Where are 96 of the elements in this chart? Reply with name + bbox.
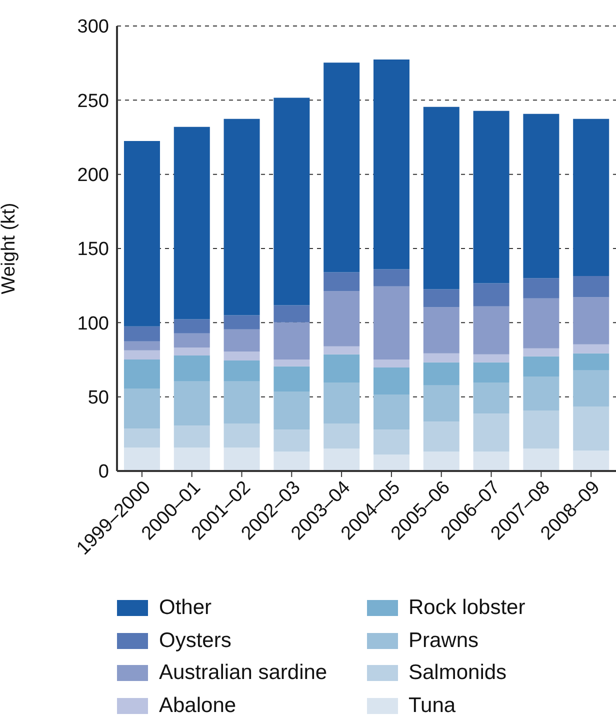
bar: [573, 344, 610, 354]
bar: [324, 354, 360, 382]
y-tick-label: 200: [77, 165, 109, 186]
bar: [373, 454, 410, 471]
bar: [274, 430, 310, 452]
bar: [373, 269, 410, 286]
bar: [224, 118, 260, 316]
bar: [423, 452, 460, 471]
bar: [274, 98, 310, 306]
bar: [324, 448, 360, 471]
bar: [224, 329, 260, 352]
legend-label: Australian sardine: [159, 661, 328, 686]
y-tick-label: 250: [77, 90, 109, 112]
bar: [473, 452, 510, 471]
bar: [373, 60, 410, 270]
bar: [573, 450, 610, 471]
bar: [274, 366, 310, 392]
bar: [124, 359, 160, 389]
bar: [174, 347, 210, 356]
bar: [174, 319, 210, 334]
bar: [324, 62, 360, 272]
bar: [373, 430, 410, 455]
bar: [124, 326, 160, 342]
bar: [324, 272, 360, 292]
legend-label: Other: [159, 596, 212, 620]
bar: [373, 359, 410, 368]
y-tick-label: 150: [77, 239, 109, 260]
bar: [174, 355, 210, 382]
bar: [523, 298, 560, 348]
bar: [573, 297, 610, 344]
bar: [224, 448, 260, 471]
bar: [324, 291, 360, 346]
bar: [423, 289, 460, 308]
bar: [224, 315, 260, 330]
y-tick-label: 300: [77, 16, 109, 38]
bar: [473, 306, 510, 354]
y-axis-title: Weight (kt): [0, 202, 20, 294]
bar: [224, 424, 260, 448]
bar: [373, 394, 410, 430]
bar: [423, 353, 460, 362]
bar: [523, 114, 560, 278]
bar: [373, 367, 410, 394]
bar: [423, 106, 460, 290]
bar: [274, 305, 310, 322]
bar: [423, 362, 460, 386]
bar: [124, 350, 160, 360]
bar: [274, 322, 310, 360]
bar: [473, 414, 510, 452]
legend-label: Abalone: [159, 694, 236, 718]
bar: [523, 278, 560, 298]
bar: [174, 381, 210, 426]
bar: [523, 356, 560, 377]
bar: [473, 110, 510, 284]
bar: [174, 333, 210, 348]
bar: [473, 382, 510, 414]
bar: [324, 382, 360, 424]
bar: [174, 426, 210, 448]
y-tick-label: 50: [88, 388, 109, 409]
bar: [473, 354, 510, 362]
legend-label: Tuna: [408, 694, 456, 718]
bar: [274, 452, 310, 471]
legend-label: Prawns: [408, 628, 479, 653]
bar: [124, 388, 160, 429]
bar: [573, 118, 610, 276]
y-tick-label: 0: [98, 462, 109, 483]
bar: [423, 385, 460, 422]
bar: [274, 391, 310, 430]
bar: [573, 370, 610, 406]
bar: [473, 362, 510, 382]
bar: [174, 126, 210, 320]
bar: [124, 448, 160, 471]
bar: [224, 381, 260, 424]
bar: [523, 376, 560, 410]
legend-label: Rock lobster: [408, 596, 526, 620]
bar: [523, 348, 560, 356]
bar: [423, 422, 460, 452]
bar: [523, 448, 560, 471]
bar: [274, 359, 310, 366]
bar: [124, 140, 160, 326]
legend-label: Salmonids: [408, 661, 507, 686]
bar: [573, 406, 610, 451]
bar: [174, 448, 210, 471]
bar: [373, 286, 410, 360]
bar: [224, 351, 260, 360]
bar: [324, 424, 360, 449]
bar: [573, 353, 610, 370]
bar: [124, 428, 160, 448]
bar: [324, 346, 360, 354]
bar: [573, 276, 610, 298]
bar: [523, 410, 560, 449]
legend-label: Oysters: [159, 628, 232, 653]
bar: [124, 341, 160, 350]
bar: [473, 283, 510, 306]
bar: [423, 307, 460, 354]
bar: [224, 360, 260, 382]
y-tick-label: 100: [77, 313, 109, 334]
